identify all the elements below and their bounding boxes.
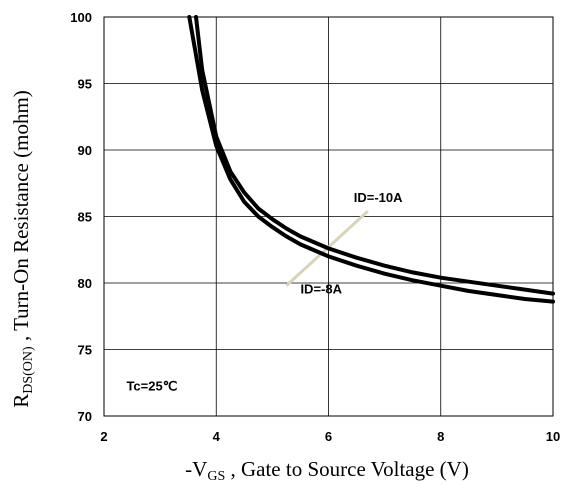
x-tick-label: 8 bbox=[437, 429, 444, 444]
annotations: ID=-10A ID=-8A Tc=25℃ bbox=[126, 190, 403, 394]
x-tick-label: 2 bbox=[100, 429, 107, 444]
annotation-label: ID=-10A bbox=[354, 190, 403, 205]
y-tick-label: 80 bbox=[78, 276, 92, 291]
x-tick-label: 6 bbox=[325, 429, 332, 444]
y-tick-labels: 70 75 80 85 90 95 100 bbox=[70, 10, 92, 424]
y-tick-label: 90 bbox=[78, 143, 92, 158]
annotation-label: ID=-8A bbox=[300, 282, 342, 297]
plot-border bbox=[103, 16, 554, 417]
annotation-label: Tc=25℃ bbox=[126, 379, 177, 394]
x-tick-label: 4 bbox=[213, 429, 221, 444]
x-tick-label: 10 bbox=[546, 429, 560, 444]
x-tick-labels: 2 4 6 8 10 bbox=[100, 429, 560, 444]
y-tick-label: 75 bbox=[78, 343, 92, 358]
curves bbox=[187, 15, 555, 304]
y-tick-label: 70 bbox=[78, 409, 92, 424]
y-axis-title: RDS(ON) , Turn-On Resistance (mohm) bbox=[9, 90, 36, 408]
y-tick-label: 95 bbox=[78, 77, 92, 92]
series-line-1 bbox=[187, 15, 555, 304]
grid-lines bbox=[104, 17, 553, 416]
y-tick-label: 100 bbox=[70, 10, 92, 25]
y-tick-label: 85 bbox=[78, 210, 92, 225]
series-line-0 bbox=[194, 15, 555, 296]
x-axis-title: -VGS , Gate to Source Voltage (V) bbox=[185, 457, 469, 484]
